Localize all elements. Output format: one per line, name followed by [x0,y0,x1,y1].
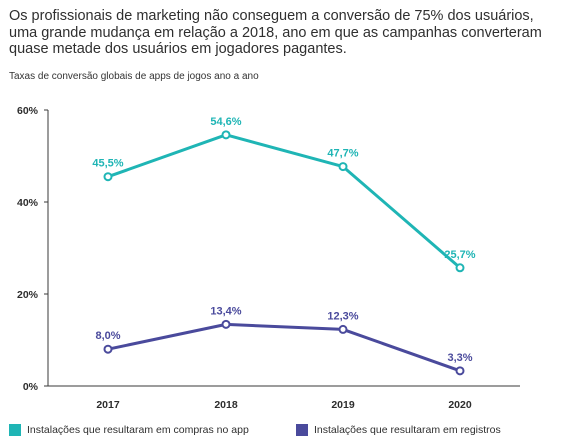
legend-label-registrations: Instalações que resultaram em registros [314,424,501,436]
data-point [221,130,231,140]
data-label: 45,5% [92,158,123,170]
y-tick-label: 20% [17,289,39,301]
legend-swatch-registrations [296,424,308,436]
data-point [338,324,348,334]
headline-line-2: uma grande mudança em relação a 2018, an… [9,24,542,41]
y-tick-label: 0% [23,381,39,393]
data-point [103,172,113,182]
legend-item-purchases[interactable]: Instalações que resultaram em compras no… [9,424,249,436]
data-label: 54,6% [210,116,241,128]
data-label: 8,0% [95,330,120,342]
legend-item-registrations[interactable]: Instalações que resultaram em registros [296,424,501,436]
x-tick-label: 2019 [331,399,355,411]
data-point [455,263,465,273]
data-label: 13,4% [210,305,241,317]
series-line-1 [107,322,461,373]
series-line-0 [107,133,461,269]
legend: Instalações que resultaram em compras no… [0,424,575,439]
x-tick-label: 2017 [96,399,120,411]
data-label: 12,3% [327,310,358,322]
legend-label-purchases: Instalações que resultaram em compras no… [27,424,249,436]
data-label: 3,3% [447,352,472,364]
y-tick-label: 40% [17,197,39,209]
data-label: 25,7% [444,249,475,261]
x-tick-label: 2018 [214,399,238,411]
y-tick-label: 60% [17,105,39,117]
data-point [455,366,465,376]
line-chart: 0% 20% 40% 60% 2017 2018 2019 2020 45,5% 54,6% 47,… [17,105,520,411]
headline: Os profissionais de marketing não conseg… [9,8,569,58]
legend-swatch-purchases [9,424,21,436]
headline-line-3: quase metade dos usuários em jogadores p… [9,41,347,57]
headline-line-1: Os profissionais de marketing não conseg… [9,8,534,24]
data-label: 47,7% [327,148,358,160]
x-tick-label: 2020 [448,399,472,411]
chart-title: Taxas de conversão globais de apps de jo… [9,71,259,82]
data-point [103,344,113,354]
data-point [338,162,348,172]
data-point [221,319,231,329]
